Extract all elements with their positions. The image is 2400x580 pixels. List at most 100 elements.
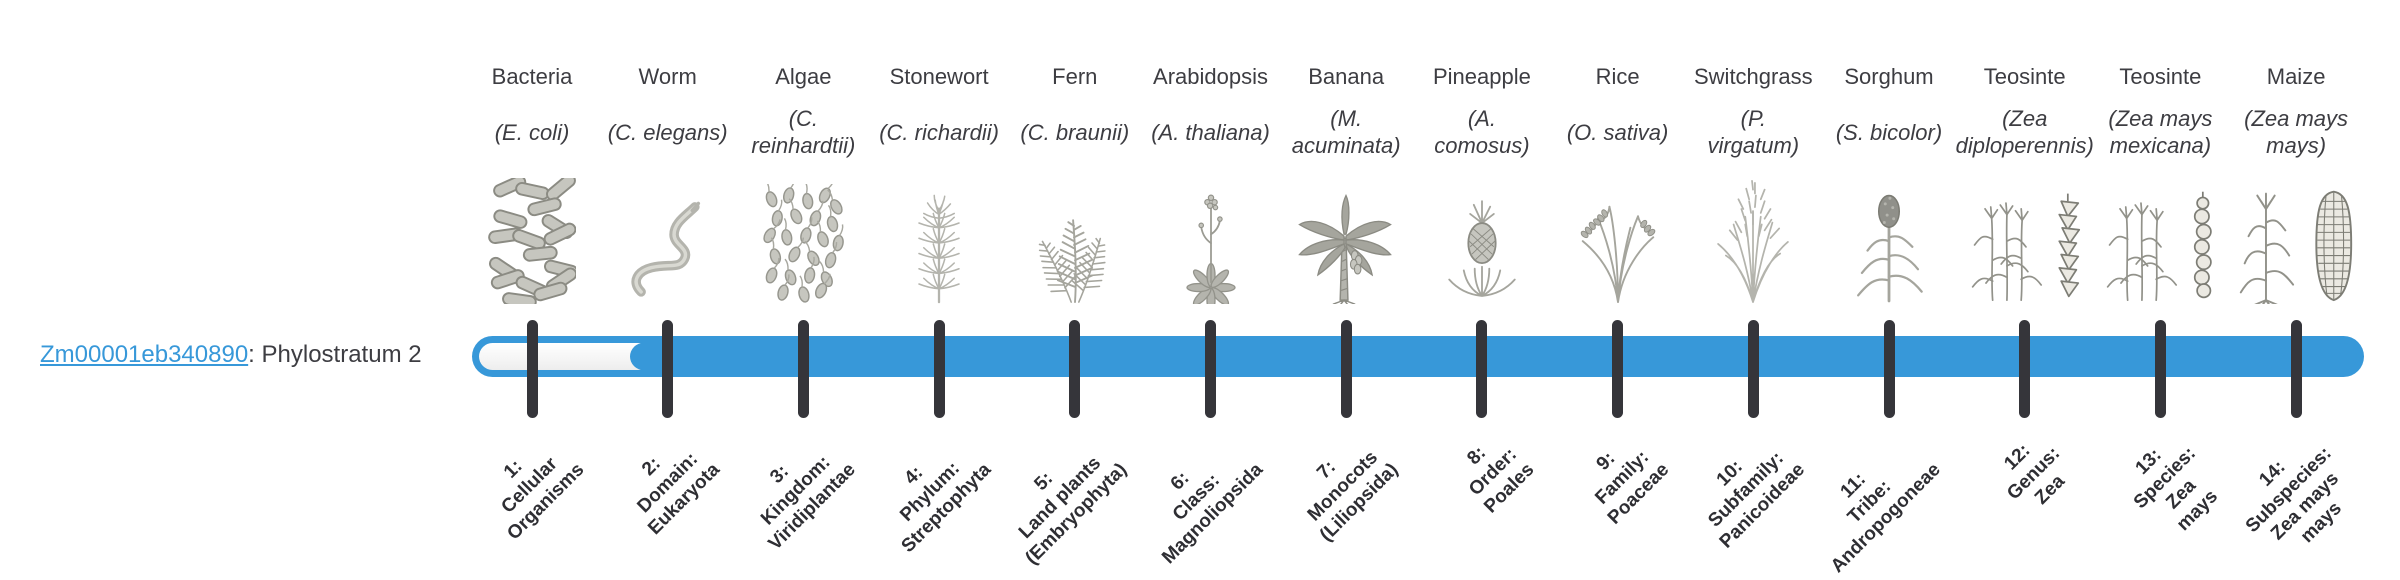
phylostratum-tick	[2290, 320, 2302, 418]
organism-name: Teosinte	[2119, 64, 2202, 89]
organism-scientific-name: (Zea diploperennis)	[1956, 100, 2094, 164]
organism-column: Banana (M. acuminata) 7: Monocots (Liliopsi…	[1278, 0, 1414, 580]
gene-phylostratum-text: : Phylostratum 2	[248, 341, 422, 368]
phylostratum-bar-track	[472, 336, 2364, 377]
sorghum-icon	[1821, 168, 1957, 304]
phylostratum-tick	[1883, 320, 1895, 418]
organism-scientific-name-line: (C. richardii)	[879, 119, 999, 145]
phylostratum-label: 1: Cellular Organisms	[470, 426, 589, 545]
rice-icon	[1550, 168, 1686, 304]
organism-column: Teosinte (Zea diploperennis) 12: Genus: Zea	[1956, 0, 2094, 580]
phylostratum-label: 9: Family: Poaceae	[1571, 426, 1674, 529]
organism-scientific-name-line: (P.	[1740, 106, 1766, 131]
phylostratum-label: 7: Monocots (Liliopsida)	[1283, 426, 1403, 546]
teosinte-diploperennis-icon	[1957, 168, 2093, 304]
phylostratum-bar-filled-segment	[630, 343, 2357, 370]
phylostratum-label: 6: Class: Magnoliopsida	[1124, 426, 1267, 569]
organism-scientific-name: (C. braunii)	[1007, 100, 1143, 164]
phylostratum-label: 13: Species: Zea mays	[2113, 426, 2233, 546]
phylostratum-tick	[662, 320, 674, 418]
maize-icon	[2228, 168, 2364, 304]
organism-scientific-name-line: (O. sativa)	[1566, 119, 1669, 145]
gene-label: Zm00001eb340890: Phylostratum 2	[40, 341, 422, 369]
phylostratum-tick	[1747, 320, 1759, 418]
organism-name: Switchgrass	[1694, 64, 1813, 89]
switchgrass-icon	[1685, 168, 1821, 304]
phylostratum-tick	[1069, 320, 1081, 418]
arabidopsis-icon	[1143, 168, 1279, 304]
bacteria-icon	[464, 168, 600, 304]
worm-icon	[600, 168, 736, 304]
phylostratum-label: 14: Subspecies: Zea mays mays	[2225, 426, 2369, 570]
organism-scientific-name-line: (C.	[788, 106, 819, 131]
organism-scientific-name-line: virgatum)	[1707, 133, 1800, 158]
organism-scientific-name-line: reinhardtii)	[751, 133, 856, 158]
phylostratum-label: 12: Genus: Zea	[1986, 426, 2081, 521]
phylostratum-tick	[933, 320, 945, 418]
phylostratum-tick	[1205, 320, 1216, 418]
organism-scientific-name: (C. reinhardtii)	[735, 100, 871, 164]
organism-column: Arabidopsis (A. thaliana) 6: Class: Magnol…	[1143, 0, 1279, 580]
organism-scientific-name: (E. coli)	[464, 100, 600, 164]
organism-column: Pineapple (A. comosus) 8: Order: Poales	[1414, 0, 1550, 580]
phylostratum-label: 3: Kingdom: Viridiplantae	[731, 426, 860, 555]
phylostratum-label: 5: Land plants (Embryophyta)	[988, 426, 1132, 570]
organism-scientific-name: (M. acuminata)	[1278, 100, 1414, 164]
banana-icon	[1278, 168, 1414, 304]
organism-scientific-name: (A. comosus)	[1414, 100, 1550, 164]
organism-name: Algae	[775, 64, 832, 89]
phylostratum-label: 10: Subfamily: Panicoideae	[1683, 426, 1810, 553]
organism-name: Fern	[1052, 64, 1098, 89]
organism-name: Teosinte	[1983, 64, 2066, 89]
phylostratum-tick	[1612, 320, 1624, 418]
organism-name: Rice	[1595, 64, 1640, 89]
organism-scientific-name-line: (Zea	[2002, 106, 2048, 131]
phylostratum-label: 8: Order: Poales	[1447, 426, 1539, 518]
organism-scientific-name-line: mays)	[2266, 133, 2327, 158]
organism-scientific-name-line: (M.	[1330, 106, 1363, 131]
organism-scientific-name-line: comosus)	[1434, 133, 1530, 158]
phylostratum-tick	[2154, 320, 2166, 418]
organism-column: Bacteria (E. coli) 1: Cellular Organisms	[464, 0, 600, 580]
stonewort-icon	[871, 168, 1007, 304]
organism-name: Worm	[638, 64, 697, 89]
phylostratum-tick	[1476, 320, 1488, 418]
organism-scientific-name-line: (Zea mays	[2244, 106, 2349, 131]
organism-column: Teosinte (Zea mays mexicana) 13: Species: Z…	[2092, 0, 2228, 580]
phylostratum-bar-unfilled-segment	[479, 343, 651, 370]
organism-name: Stonewort	[889, 64, 989, 89]
organism-column: Maize (Zea mays mays) 14: Subspecies: Zea m…	[2228, 0, 2364, 580]
organism-scientific-name-line: (S. bicolor)	[1835, 119, 1943, 145]
organism-scientific-name: (S. bicolor)	[1821, 100, 1957, 164]
organism-name: Arabidopsis	[1153, 64, 1268, 89]
organism-column: Algae (C. reinhardtii) 3: Kingdom: Viridipl…	[735, 0, 871, 580]
organism-name: Banana	[1308, 64, 1385, 89]
phylostratum-tick	[797, 320, 809, 418]
organism-column: Worm (C. elegans) 2: Domain: Eukaryota	[600, 0, 736, 580]
organism-name: Bacteria	[491, 64, 573, 89]
organism-scientific-name: (O. sativa)	[1550, 100, 1686, 164]
organism-name: Sorghum	[1844, 64, 1934, 89]
organism-scientific-name-line: acuminata)	[1291, 133, 1401, 158]
organism-scientific-name: (Zea mays mays)	[2228, 100, 2364, 164]
phylostratum-tick	[2019, 320, 2031, 418]
organism-scientific-name: (C. elegans)	[600, 100, 736, 164]
phylostratum-tick	[526, 320, 538, 418]
organism-name: Maize	[2266, 64, 2326, 89]
organism-scientific-name-line: (C. elegans)	[607, 119, 728, 145]
gene-id-link[interactable]: Zm00001eb340890	[40, 341, 249, 368]
organism-scientific-name: (P. virgatum)	[1685, 100, 1821, 164]
algae-icon	[735, 168, 871, 304]
organism-scientific-name-line: (C. braunii)	[1020, 119, 1130, 145]
pineapple-icon	[1414, 168, 1550, 304]
teosinte-mexicana-icon	[2092, 168, 2228, 304]
phylostratum-label: 4: Phylum: Streptophyta	[864, 426, 996, 558]
organism-scientific-name-line: (A.	[1467, 106, 1496, 131]
organism-column: Sorghum (S. bicolor) 11: Tribe: Andropogon…	[1821, 0, 1957, 580]
organism-scientific-name-line: (Zea mays	[2108, 106, 2213, 131]
organism-scientific-name-line: (A. thaliana)	[1151, 119, 1270, 145]
organism-name: Pineapple	[1432, 64, 1531, 89]
organism-scientific-name: (A. thaliana)	[1143, 100, 1279, 164]
organism-scientific-name: (Zea mays mexicana)	[2092, 100, 2228, 164]
